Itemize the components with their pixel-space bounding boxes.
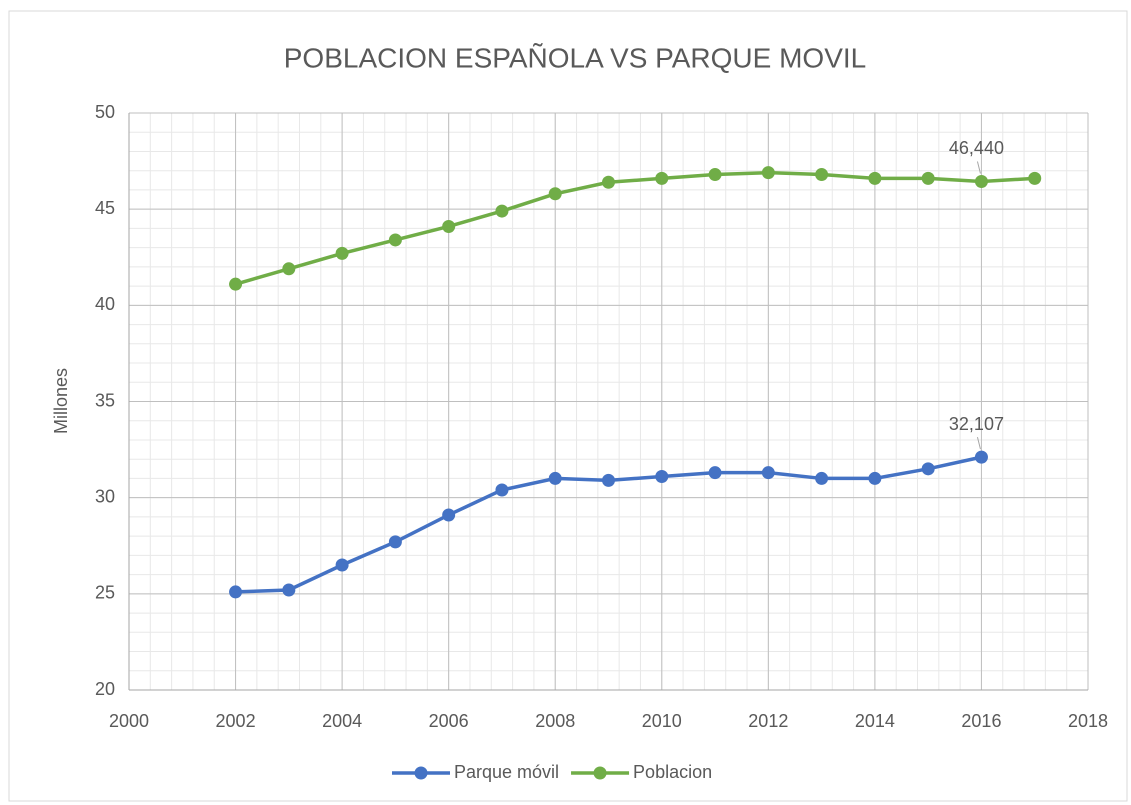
- point: [548, 471, 562, 485]
- x-tick-label: 2016: [961, 711, 1001, 731]
- point: [335, 558, 349, 572]
- point: [761, 166, 775, 180]
- y-tick-label: 20: [95, 679, 115, 699]
- point: [335, 246, 349, 260]
- legend-label: Parque móvil: [454, 762, 559, 782]
- point: [495, 483, 509, 497]
- point: [388, 233, 402, 247]
- point: [229, 277, 243, 291]
- y-tick-label: 25: [95, 583, 115, 603]
- legend-label: Poblacion: [633, 762, 712, 782]
- label-leader: [976, 161, 981, 174]
- label-leader: [976, 437, 981, 450]
- y-tick-label: 45: [95, 198, 115, 218]
- legend-marker: [414, 766, 428, 780]
- y-tick-label: 40: [95, 294, 115, 314]
- point: [868, 171, 882, 185]
- chart-border: [8, 10, 1128, 802]
- point: [921, 171, 935, 185]
- y-tick-label: 50: [95, 102, 115, 122]
- y-tick-label: 35: [95, 390, 115, 410]
- point: [921, 462, 935, 476]
- point: [229, 585, 243, 599]
- x-tick-label: 2004: [322, 711, 362, 731]
- point: [815, 471, 829, 485]
- point: [282, 583, 296, 597]
- data-label: 32,107: [949, 414, 1004, 434]
- point: [442, 219, 456, 233]
- point: [655, 470, 669, 484]
- point: [1028, 171, 1042, 185]
- point: [495, 204, 509, 218]
- point: [602, 175, 615, 189]
- point: [761, 466, 775, 480]
- point: [442, 508, 456, 522]
- x-tick-label: 2002: [216, 711, 256, 731]
- point: [602, 473, 615, 487]
- x-tick-label: 2012: [748, 711, 788, 731]
- point: [388, 535, 402, 549]
- data-label: 46,440: [949, 138, 1004, 158]
- marks: 32,107 46,440: [229, 138, 1042, 599]
- x-tick-label: 2006: [429, 711, 469, 731]
- point: [708, 466, 722, 480]
- point: [548, 187, 562, 201]
- chart-title: POBLACION ESPAÑOLA VS PARQUE MOVIL: [284, 42, 866, 73]
- grid: [128, 112, 1089, 691]
- point: [974, 450, 988, 464]
- point: [974, 174, 988, 188]
- y-axis-label: Millones: [51, 368, 71, 434]
- x-tick-label: 2010: [642, 711, 682, 731]
- x-tick-label: 2000: [109, 711, 149, 731]
- legend-marker: [593, 766, 607, 780]
- x-tick-label: 2008: [535, 711, 575, 731]
- point: [868, 471, 882, 485]
- point: [655, 171, 669, 185]
- series-line: [235, 170, 1035, 286]
- point: [708, 168, 722, 182]
- y-tick-label: 30: [95, 486, 115, 506]
- x-tick-label: 2018: [1068, 711, 1108, 731]
- x-tick-label: 2014: [855, 711, 895, 731]
- point: [815, 168, 829, 182]
- point: [282, 262, 296, 276]
